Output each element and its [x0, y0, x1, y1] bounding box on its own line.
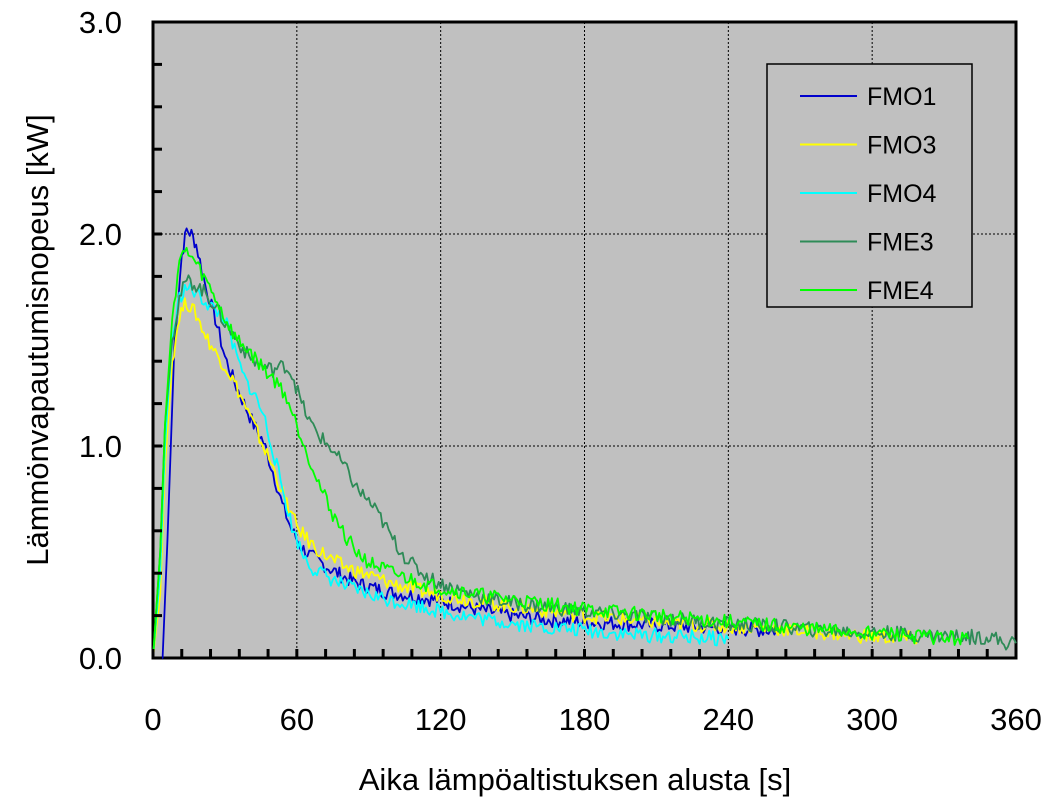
legend: FMO1 FMO3 FMO4 FME3 FME4	[766, 63, 973, 308]
series-line-fmo1	[153, 227, 778, 659]
x-tick-label: 120	[415, 702, 467, 737]
y-tick-label: 2.0	[79, 217, 122, 252]
x-tick-label: 360	[990, 702, 1042, 737]
series-line-fmo4	[152, 282, 730, 659]
legend-label-fmo4: FMO4	[867, 180, 937, 208]
x-tick-label: 300	[846, 702, 898, 737]
x-tick-label: 180	[559, 702, 611, 737]
legend-label-fme3: FME3	[867, 229, 934, 257]
x-tick-label: 60	[280, 702, 314, 737]
legend-label-fmo1: FMO1	[867, 83, 936, 111]
series-layer	[152, 227, 1017, 659]
axis-ticks	[151, 20, 1018, 660]
y-tick-label: 1.0	[79, 429, 122, 464]
y-tick-label: 3.0	[79, 5, 122, 40]
x-axis-title: Aika lämpöaltistuksen alusta [s]	[359, 762, 792, 797]
x-tick-labels: 0 60 120 180 240 300 360	[144, 702, 1041, 737]
x-tick-label: 0	[144, 702, 161, 737]
series-line-fme4	[152, 246, 969, 659]
legend-label-fmo3: FMO3	[867, 132, 936, 160]
x-tick-label: 240	[702, 702, 754, 737]
y-tick-labels: 0.0 1.0 2.0 3.0	[79, 5, 122, 676]
legend-box	[766, 63, 973, 308]
legend-label-fme4: FME4	[867, 277, 934, 305]
y-tick-label: 0.0	[79, 641, 122, 676]
y-axis-title: Lämmönvapautumisnopeus [kW]	[20, 114, 55, 565]
